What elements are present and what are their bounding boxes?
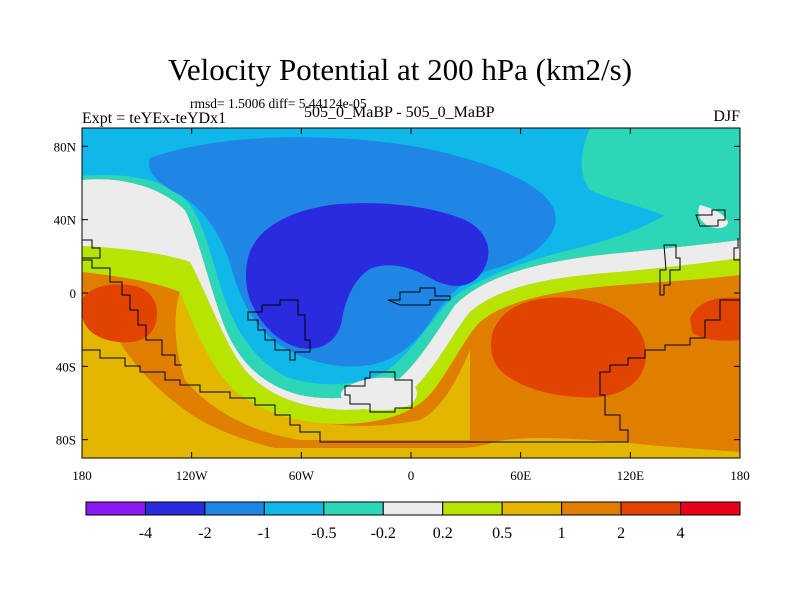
colorbar-level-label: -4 [139,525,152,542]
fill-yellow-south [82,300,740,458]
coast-antarctic-shelf [82,299,740,443]
experiment-label: Expt = teYEx-teYDx1 [82,110,227,127]
coast-australia [82,259,182,366]
colorbar-level-label: -0.5 [311,525,336,542]
fill-dark-blue [245,203,489,349]
contour-field [82,128,740,458]
colorbar-swatch [501,501,563,516]
y-tick-label: 80S [56,433,76,448]
fill-gray-patch-east [698,205,728,229]
colorbar-level-label: 1 [558,525,566,542]
colorbar-swatch [85,501,146,516]
fill-dark-orange-west [82,284,158,343]
coast-south-america [247,299,311,361]
fill-yellow-pacific [175,290,470,440]
coast-arctic [695,209,740,261]
axis-ticks: 180 120W 60W 0 60E 120E 180 80N 40N 0 40S 80S [54,128,750,483]
colorbar-swatch [561,501,622,516]
colorbar-swatch [323,501,384,516]
fill-green-band [82,246,740,424]
x-tick-label: 120W [176,468,209,483]
chart-title: Velocity Potential at 200 hPa (km2/s) [167,52,633,87]
y-tick-label: 40S [56,359,76,374]
colorbar-swatch [442,501,503,516]
colorbar-swatch [263,501,325,516]
fill-gray-band [82,179,740,410]
coastlines [82,209,740,443]
x-tick-label: 60E [510,468,531,483]
season-label: DJF [713,108,740,125]
coast-eurasia [387,287,451,306]
colorbar-level-label: 0.5 [492,525,512,542]
case-label: 505_0_MaBP - 505_0_MaBP [304,104,495,121]
x-tick-label: 120E [617,468,645,483]
x-tick-label: 180 [72,468,92,483]
x-tick-label: 60W [289,468,315,483]
colorbar-level-label: 0.2 [433,525,453,542]
colorbar-swatch [620,501,682,516]
colorbar-swatch [680,501,741,516]
coast-africa [344,371,413,413]
colorbar-swatch [382,501,444,516]
fill-dark-orange-far-east [690,297,740,341]
stats-text: rmsd= 1.5006 diff= 5.44124e-05 [190,96,367,111]
colorbar-swatch [144,501,206,516]
colorbar-level-label: 4 [677,525,685,542]
coast-greenland [82,239,101,259]
y-tick-label: 80N [54,139,77,154]
x-tick-label: 0 [408,468,415,483]
x-tick-label: 180 [730,468,750,483]
colorbar-level-label: -0.2 [371,525,396,542]
fill-teal-ne [581,128,740,231]
colorbar-level-label: 2 [617,525,625,542]
colorbar: -4 -2 -1 -0.5 -0.2 0.2 0.5 1 2 4 [85,501,741,542]
coast-north-america-east [659,244,681,296]
colorbar-level-label: -1 [258,525,271,542]
colorbar-swatch [204,501,265,516]
y-tick-label: 40N [54,213,77,228]
y-tick-label: 0 [70,286,77,301]
colorbar-level-label: -2 [198,525,211,542]
